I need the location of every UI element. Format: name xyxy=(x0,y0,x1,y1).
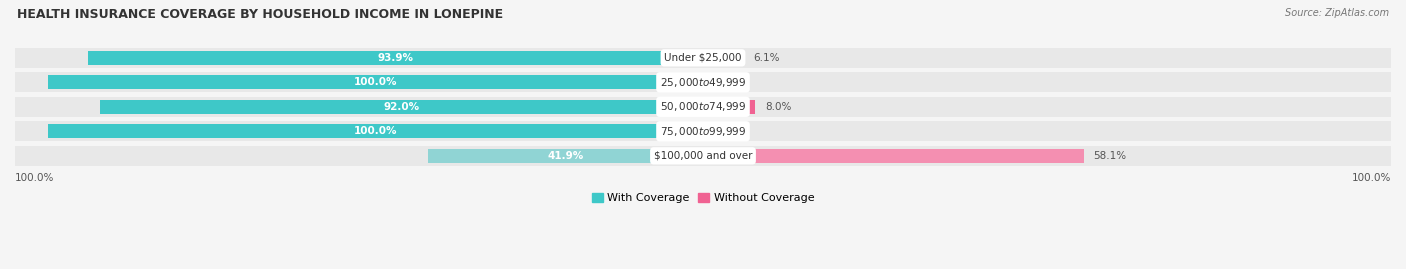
Bar xyxy=(15,72,1391,92)
Text: 93.9%: 93.9% xyxy=(377,53,413,63)
Bar xyxy=(703,51,742,65)
Text: 92.0%: 92.0% xyxy=(384,102,419,112)
Text: 58.1%: 58.1% xyxy=(1094,151,1126,161)
Text: Under $25,000: Under $25,000 xyxy=(664,53,742,63)
Bar xyxy=(100,100,703,114)
Text: 100.0%: 100.0% xyxy=(354,77,396,87)
Text: 100.0%: 100.0% xyxy=(354,126,396,136)
Text: $75,000 to $99,999: $75,000 to $99,999 xyxy=(659,125,747,138)
Text: 0.0%: 0.0% xyxy=(713,77,740,87)
Text: Source: ZipAtlas.com: Source: ZipAtlas.com xyxy=(1285,8,1389,18)
Bar xyxy=(87,51,703,65)
Text: HEALTH INSURANCE COVERAGE BY HOUSEHOLD INCOME IN LONEPINE: HEALTH INSURANCE COVERAGE BY HOUSEHOLD I… xyxy=(17,8,503,21)
Text: $100,000 and over: $100,000 and over xyxy=(654,151,752,161)
Bar xyxy=(429,149,703,163)
Text: $25,000 to $49,999: $25,000 to $49,999 xyxy=(659,76,747,89)
Text: 0.0%: 0.0% xyxy=(713,126,740,136)
Text: 8.0%: 8.0% xyxy=(765,102,792,112)
Bar xyxy=(703,149,1084,163)
Bar xyxy=(15,97,1391,117)
Text: $50,000 to $74,999: $50,000 to $74,999 xyxy=(659,100,747,113)
Text: 6.1%: 6.1% xyxy=(752,53,779,63)
Text: 41.9%: 41.9% xyxy=(547,151,583,161)
Bar xyxy=(48,75,703,89)
Bar xyxy=(15,121,1391,141)
Bar xyxy=(48,124,703,139)
Text: 100.0%: 100.0% xyxy=(1351,174,1391,183)
Bar xyxy=(15,146,1391,166)
Legend: With Coverage, Without Coverage: With Coverage, Without Coverage xyxy=(588,188,818,208)
Bar xyxy=(15,48,1391,68)
Bar xyxy=(703,100,755,114)
Text: 100.0%: 100.0% xyxy=(15,174,55,183)
